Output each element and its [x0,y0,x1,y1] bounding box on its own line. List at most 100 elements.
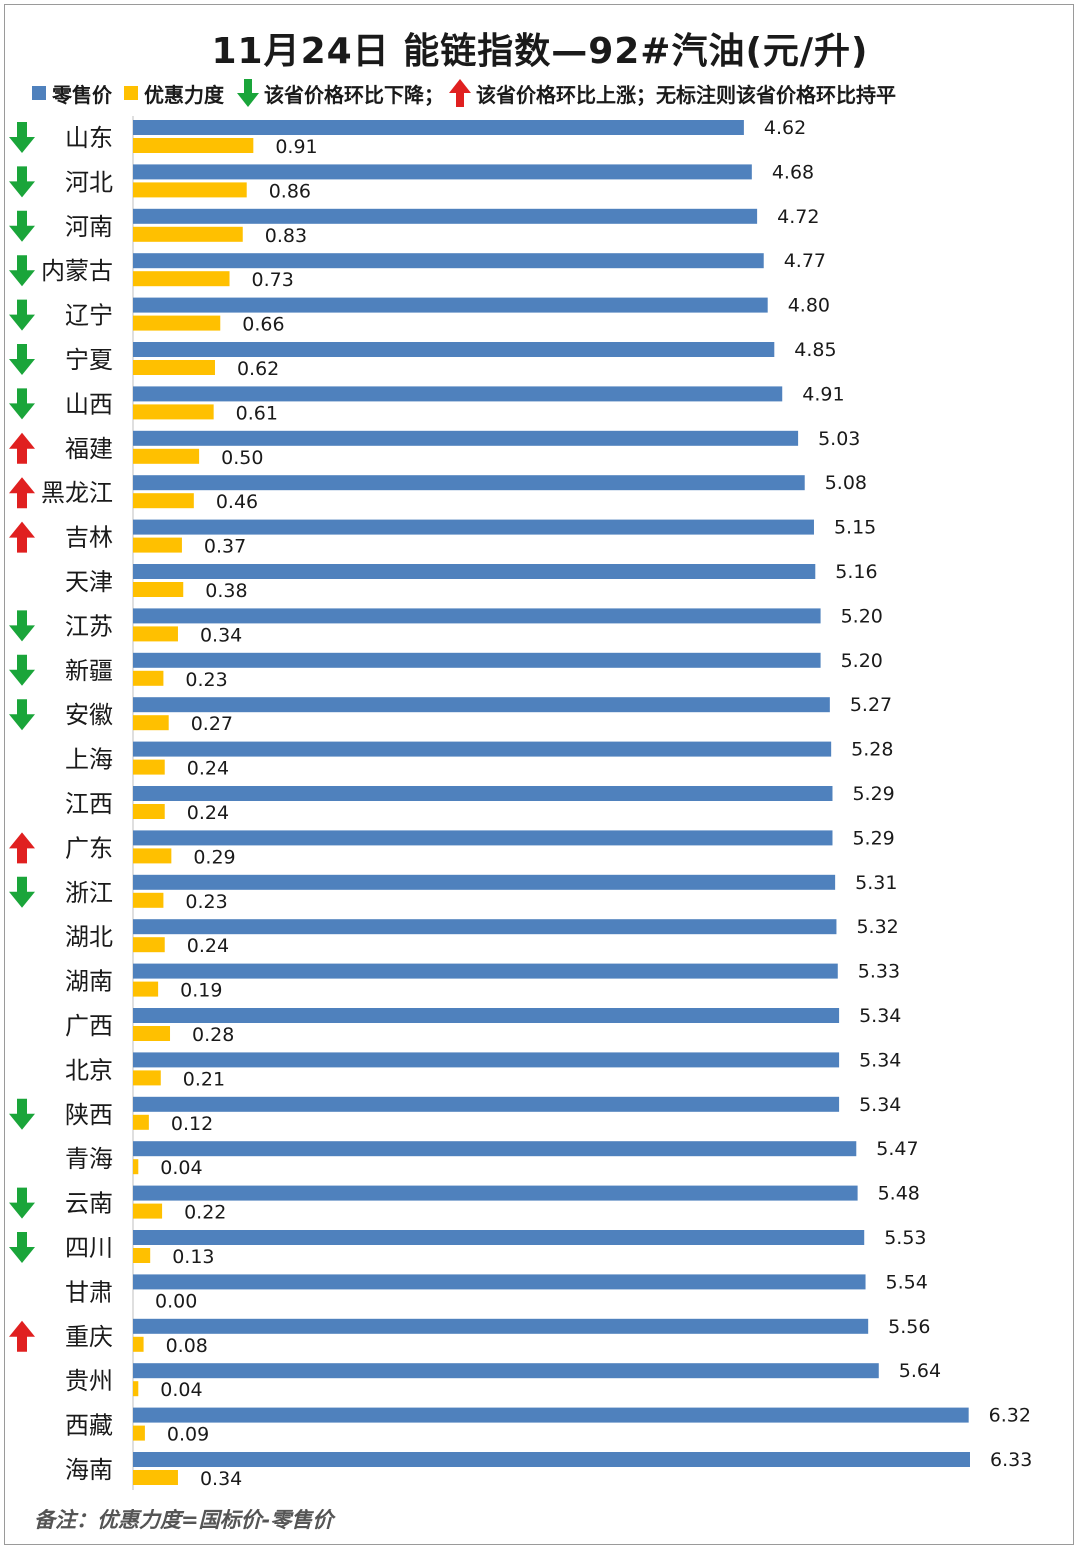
retail-bar [133,741,832,757]
discount-value-label: 0.34 [200,1468,242,1490]
discount-bar [133,315,221,331]
discount-value-label: 0.24 [187,935,229,957]
discount-value-label: 0.23 [185,891,227,913]
discount-bar [133,715,169,731]
discount-value-label: 0.23 [185,669,227,691]
discount-bar [133,138,254,153]
retail-value-label: 5.64 [899,1360,941,1382]
legend-up-label: 该省价格环比上涨；无标注则该省价格环比持平 [476,82,896,107]
retail-bar [133,1274,866,1290]
category-label: 福建 [65,435,113,463]
retail-value-label: 5.54 [886,1271,928,1293]
discount-bar [133,360,215,375]
discount-value-label: 0.29 [193,846,235,868]
legend-discount-swatch [124,86,138,100]
retail-value-label: 5.03 [818,428,860,450]
discount-bar [133,1425,145,1441]
discount-value-label: 0.12 [171,1113,213,1135]
retail-value-label: 5.29 [852,827,894,849]
legend-down: 该省价格环比下降； [236,78,444,108]
discount-bar [133,182,247,198]
discount-bar [133,1026,171,1041]
retail-bar [133,1407,969,1423]
retail-value-label: 5.27 [850,694,892,716]
discount-value-label: 0.08 [166,1335,208,1357]
legend-retail: 零售价 [32,79,112,108]
discount-bar [133,1248,151,1263]
discount-value-label: 0.04 [160,1379,202,1401]
retail-value-label: 5.28 [851,739,893,761]
retail-bar [133,1230,865,1245]
arrow-down-icon [9,299,35,331]
arrow-down-icon [9,255,35,287]
retail-value-label: 5.48 [878,1183,920,1205]
retail-bar [133,120,744,135]
footnote: 备注：优惠力度=国标价-零售价 [34,1508,334,1532]
retail-value-label: 5.47 [876,1138,918,1160]
retail-value-label: 6.33 [990,1449,1032,1471]
discount-bar [133,448,200,464]
category-label: 安徽 [65,701,113,729]
category-label: 云南 [65,1190,113,1218]
arrow-down-icon [9,166,35,198]
category-label: 湖北 [65,923,113,951]
category-label: 上海 [65,746,113,774]
discount-value-label: 0.27 [191,713,233,735]
discount-value-label: 0.24 [187,758,229,780]
retail-bar [133,830,833,846]
discount-bar [133,892,164,908]
discount-bar [133,1470,178,1485]
retail-bar [133,386,783,402]
discount-bar [133,1381,139,1397]
arrow-down-icon [9,388,35,420]
retail-bar [133,963,838,979]
arrow-up-icon [9,1320,35,1352]
arrow-down-icon [9,344,35,375]
arrow-down-icon [9,699,35,731]
arrow-up-icon [9,477,35,509]
discount-value-label: 0.91 [275,136,317,158]
bar-chart: 4.62 0.91 山东 4.68 0.86 河北 4.72 0.83 河南 4.77 0.73 内蒙… [9,116,1032,1490]
category-label: 新疆 [65,657,113,685]
retail-bar [133,430,799,446]
arrow-down-icon [9,1098,35,1130]
discount-bar [133,226,243,242]
discount-value-label: 0.61 [236,402,278,424]
category-label: 青海 [65,1145,113,1173]
discount-bar [133,804,165,819]
discount-value-label: 0.50 [221,447,263,469]
retail-value-label: 4.62 [764,117,806,139]
category-label: 海南 [65,1456,113,1484]
discount-value-label: 0.73 [252,269,294,291]
arrow-down-icon [9,122,35,153]
retail-value-label: 6.32 [989,1405,1031,1427]
retail-bar [133,786,833,801]
retail-bar [133,1141,857,1157]
retail-value-label: 5.32 [856,916,898,938]
arrow-down-icon [9,1232,35,1263]
arrow-up-icon [9,521,35,553]
retail-value-label: 4.68 [772,161,814,183]
retail-bar [133,1052,840,1068]
discount-value-label: 0.22 [184,1202,226,1224]
discount-bar [133,537,182,553]
discount-bar [133,1203,163,1219]
retail-bar [133,919,837,935]
category-label: 河北 [65,168,113,196]
retail-value-label: 4.72 [777,206,819,228]
discount-value-label: 0.00 [155,1290,197,1312]
retail-value-label: 5.34 [859,1005,901,1027]
retail-value-label: 5.16 [835,561,877,583]
retail-value-label: 5.33 [858,961,900,983]
retail-value-label: 5.15 [834,517,876,539]
retail-value-label: 5.56 [888,1316,930,1338]
retail-bar [133,519,814,535]
category-label: 吉林 [65,524,113,552]
discount-value-label: 0.38 [205,580,247,602]
retail-bar [133,1318,869,1334]
retail-value-label: 5.34 [859,1094,901,1116]
discount-value-label: 0.83 [265,225,307,247]
category-label: 江西 [65,790,113,818]
category-label: 甘肃 [65,1278,113,1306]
arrow-down-icon [237,79,259,107]
